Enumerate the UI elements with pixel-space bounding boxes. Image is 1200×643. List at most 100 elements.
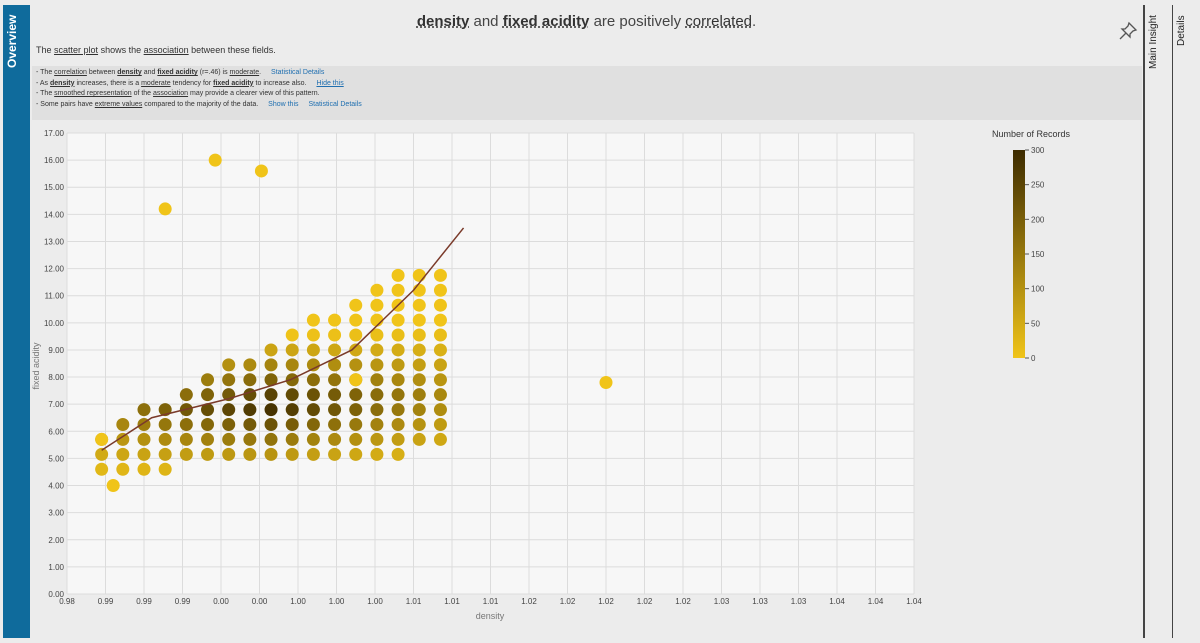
details-tab[interactable]: Details (1172, 5, 1199, 638)
data-point[interactable] (391, 432, 405, 446)
data-point[interactable] (158, 418, 172, 432)
data-point[interactable] (201, 373, 215, 387)
data-point[interactable] (433, 328, 447, 342)
pin-icon[interactable] (1117, 20, 1139, 42)
data-point[interactable] (349, 418, 363, 432)
data-point[interactable] (391, 268, 405, 282)
overview-tab[interactable]: Overview (3, 5, 30, 638)
b4-l1[interactable]: extreme values (94, 100, 143, 108)
data-point[interactable] (137, 432, 151, 446)
data-point[interactable] (433, 432, 447, 446)
data-point[interactable] (285, 432, 299, 446)
data-point[interactable] (158, 447, 172, 461)
subtitle-link-scatter[interactable]: scatter plot (54, 45, 99, 55)
data-point[interactable] (328, 343, 342, 357)
data-point[interactable] (412, 388, 426, 402)
data-point[interactable] (328, 403, 342, 417)
data-point[interactable] (179, 418, 193, 432)
data-point[interactable] (201, 418, 215, 432)
data-point[interactable] (201, 403, 215, 417)
data-point[interactable] (391, 358, 405, 372)
b2-f1[interactable]: density (50, 79, 75, 87)
data-point[interactable] (391, 313, 405, 327)
data-point[interactable] (370, 388, 384, 402)
data-point[interactable] (264, 388, 278, 402)
data-point[interactable] (264, 447, 278, 461)
data-point[interactable] (243, 418, 257, 432)
data-point[interactable] (264, 358, 278, 372)
data-point[interactable] (264, 418, 278, 432)
data-point[interactable] (306, 313, 320, 327)
data-point[interactable] (349, 447, 363, 461)
data-point[interactable] (116, 447, 130, 461)
b1-statistical-details-link[interactable]: Statistical Details (271, 69, 325, 76)
subtitle-link-association[interactable]: association (143, 45, 189, 55)
data-point[interactable] (116, 418, 130, 432)
data-point[interactable] (222, 432, 236, 446)
data-point[interactable] (243, 447, 257, 461)
data-point[interactable] (306, 343, 320, 357)
data-point[interactable] (158, 462, 172, 476)
data-point[interactable] (370, 447, 384, 461)
data-point[interactable] (328, 418, 342, 432)
data-point[interactable] (391, 343, 405, 357)
data-point[interactable] (433, 358, 447, 372)
b1-f1[interactable]: density (117, 69, 142, 76)
data-point[interactable] (412, 373, 426, 387)
data-point[interactable] (412, 418, 426, 432)
data-point[interactable] (264, 432, 278, 446)
data-point-outlier[interactable] (106, 479, 120, 493)
b1-l1[interactable]: correlation (54, 69, 87, 76)
data-point[interactable] (243, 358, 257, 372)
data-point[interactable] (222, 373, 236, 387)
data-point[interactable] (370, 283, 384, 297)
data-point[interactable] (412, 343, 426, 357)
data-point[interactable] (412, 298, 426, 312)
data-point[interactable] (433, 268, 447, 282)
b4-statistical-details-link[interactable]: Statistical Details (308, 100, 362, 108)
b2-hide-this-link[interactable]: Hide this (316, 79, 344, 87)
data-point[interactable] (243, 373, 257, 387)
data-point[interactable] (285, 447, 299, 461)
data-point[interactable] (391, 283, 405, 297)
main-insight-tab[interactable]: Main Insight (1144, 5, 1171, 638)
data-point[interactable] (391, 388, 405, 402)
data-point[interactable] (328, 313, 342, 327)
data-point[interactable] (349, 358, 363, 372)
data-point[interactable] (391, 447, 405, 461)
data-point-outlier[interactable] (599, 375, 613, 389)
data-point[interactable] (306, 358, 320, 372)
data-point[interactable] (285, 403, 299, 417)
data-point[interactable] (137, 447, 151, 461)
data-point[interactable] (412, 313, 426, 327)
b3-l2[interactable]: association (153, 90, 189, 97)
data-point[interactable] (433, 418, 447, 432)
data-point[interactable] (412, 328, 426, 342)
data-point[interactable] (391, 403, 405, 417)
data-point[interactable] (391, 418, 405, 432)
data-point[interactable] (222, 418, 236, 432)
data-point[interactable] (222, 358, 236, 372)
data-point[interactable] (95, 462, 109, 476)
data-point[interactable] (179, 447, 193, 461)
b4-show-this-link[interactable]: Show this (268, 100, 299, 108)
b2-f2[interactable]: fixed acidity (213, 79, 254, 87)
data-point[interactable] (328, 388, 342, 402)
data-point-outlier[interactable] (158, 202, 172, 216)
data-point[interactable] (137, 462, 151, 476)
data-point[interactable] (391, 373, 405, 387)
data-point[interactable] (433, 298, 447, 312)
data-point[interactable] (412, 268, 426, 282)
data-point[interactable] (306, 373, 320, 387)
data-point[interactable] (433, 373, 447, 387)
data-point[interactable] (306, 432, 320, 446)
data-point[interactable] (285, 343, 299, 357)
data-point[interactable] (179, 388, 193, 402)
data-point[interactable] (349, 432, 363, 446)
data-point[interactable] (349, 388, 363, 402)
data-point[interactable] (412, 403, 426, 417)
data-point[interactable] (349, 403, 363, 417)
data-point-outlier[interactable] (95, 432, 109, 446)
data-point[interactable] (349, 328, 363, 342)
data-point[interactable] (264, 343, 278, 357)
